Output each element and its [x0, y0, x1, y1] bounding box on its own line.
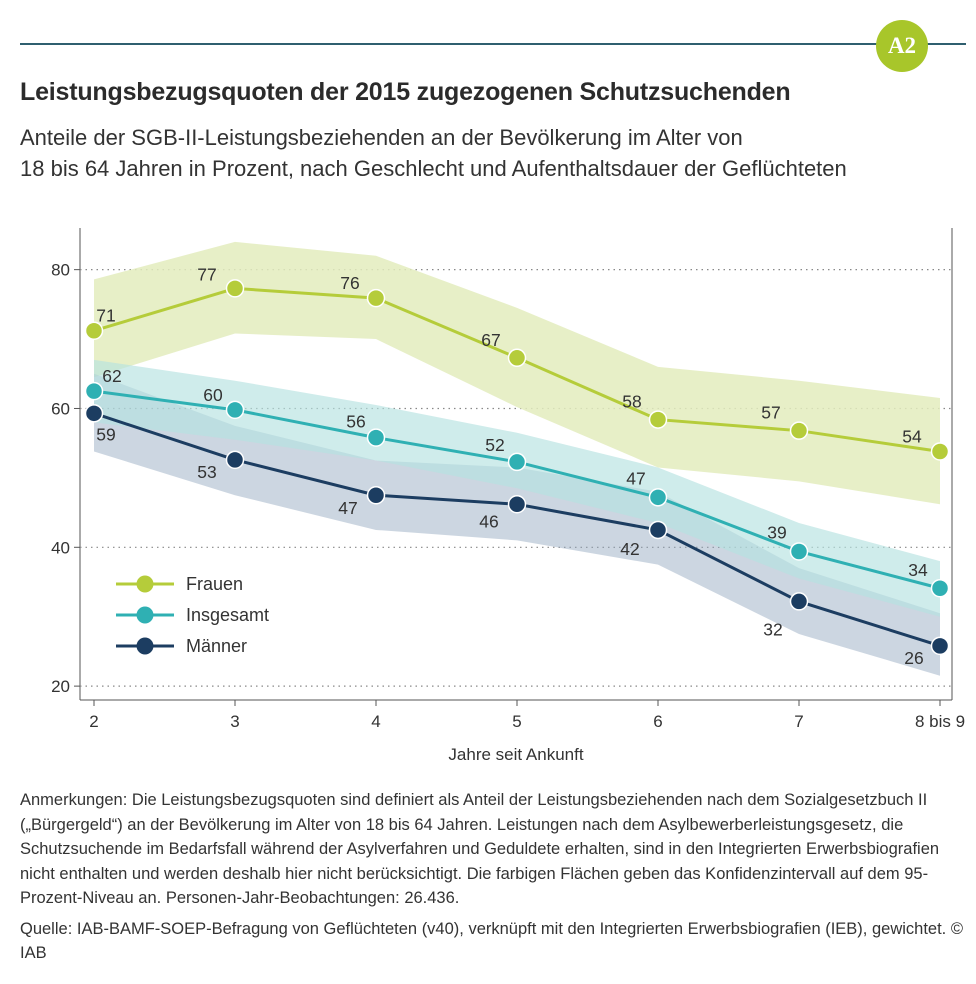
- x-tick-label: 4: [371, 712, 380, 731]
- ci-band-frauen: [94, 241, 940, 505]
- data-point-frauen: [507, 348, 527, 368]
- data-point-frauen: [84, 321, 104, 340]
- data-label-frauen: 57: [761, 403, 780, 423]
- data-point-insgesamt: [225, 400, 245, 420]
- legend-label-frauen: Frauen: [186, 574, 243, 594]
- subtitle-line-1: Anteile der SGB-II-Leistungsbeziehenden …: [20, 125, 743, 150]
- data-label-maenner: 32: [763, 619, 782, 639]
- data-label-maenner: 53: [197, 462, 216, 482]
- x-tick-label: 7: [794, 712, 803, 731]
- data-label-frauen: 58: [622, 392, 641, 412]
- x-tick-label: 8 bis 9: [915, 712, 965, 731]
- notes-anmerkungen: Anmerkungen: Die Leistungsbezugsquoten s…: [20, 791, 940, 907]
- legend-label-maenner: Männer: [186, 636, 247, 656]
- y-tick-label: 40: [51, 538, 70, 557]
- top-rule: [20, 43, 966, 45]
- data-label-maenner: 47: [338, 498, 357, 518]
- legend-marker-frauen: [136, 575, 154, 593]
- data-label-insgesamt: 39: [767, 522, 786, 542]
- y-tick-label: 80: [51, 261, 70, 280]
- notes-quelle: Quelle: IAB-BAMF-SOEP-Befragung von Gefl…: [20, 919, 963, 963]
- data-point-frauen: [225, 279, 245, 298]
- data-point-insgesamt: [366, 428, 386, 447]
- x-tick-label: 3: [230, 712, 239, 731]
- data-point-insgesamt: [648, 488, 668, 507]
- data-label-insgesamt: 56: [346, 412, 365, 432]
- data-point-maenner: [225, 450, 245, 470]
- data-label-insgesamt: 47: [626, 468, 645, 488]
- data-label-frauen: 67: [481, 330, 500, 350]
- data-label-frauen: 71: [96, 306, 115, 326]
- data-point-insgesamt: [930, 578, 950, 598]
- figure-badge: A2: [876, 20, 928, 72]
- data-point-maenner: [507, 495, 527, 514]
- data-point-insgesamt: [84, 381, 104, 401]
- data-point-frauen: [930, 442, 950, 461]
- data-point-insgesamt: [507, 452, 527, 472]
- data-point-frauen: [366, 288, 386, 308]
- y-tick-label: 60: [51, 399, 70, 418]
- data-point-maenner: [84, 404, 104, 423]
- y-tick-label: 20: [51, 677, 70, 696]
- data-label-maenner: 26: [904, 648, 923, 668]
- chart-notes: Anmerkungen: Die Leistungsbezugsquoten s…: [20, 788, 970, 966]
- data-label-maenner: 59: [96, 424, 115, 444]
- data-point-maenner: [930, 636, 950, 656]
- data-point-maenner: [366, 485, 386, 505]
- data-label-insgesamt: 34: [908, 560, 928, 580]
- x-tick-label: 6: [653, 712, 662, 731]
- data-point-maenner: [789, 592, 809, 611]
- data-label-frauen: 77: [197, 264, 216, 284]
- data-label-insgesamt: 52: [485, 435, 504, 455]
- data-label-frauen: 76: [340, 273, 359, 293]
- legend-label-insgesamt: Insgesamt: [186, 605, 269, 625]
- legend-marker-maenner: [136, 637, 154, 655]
- chart-title: Leistungsbezugsquoten der 2015 zugezogen…: [20, 78, 791, 106]
- legend-marker-insgesamt: [136, 606, 154, 624]
- data-label-maenner: 46: [479, 511, 498, 531]
- x-tick-label: 2: [89, 712, 98, 731]
- data-point-insgesamt: [789, 542, 809, 561]
- chart-subtitle: Anteile der SGB-II-Leistungsbeziehenden …: [20, 122, 847, 184]
- x-tick-label: 5: [512, 712, 521, 731]
- x-axis-title: Jahre seit Ankunft: [448, 745, 583, 764]
- data-label-insgesamt: 60: [203, 385, 223, 405]
- data-label-insgesamt: 62: [102, 366, 121, 386]
- subtitle-line-2: 18 bis 64 Jahren in Prozent, nach Geschl…: [20, 156, 847, 181]
- data-point-frauen: [648, 410, 668, 429]
- data-label-frauen: 54: [902, 427, 922, 447]
- data-point-frauen: [789, 421, 809, 440]
- data-point-maenner: [648, 520, 668, 540]
- data-label-maenner: 42: [620, 539, 639, 559]
